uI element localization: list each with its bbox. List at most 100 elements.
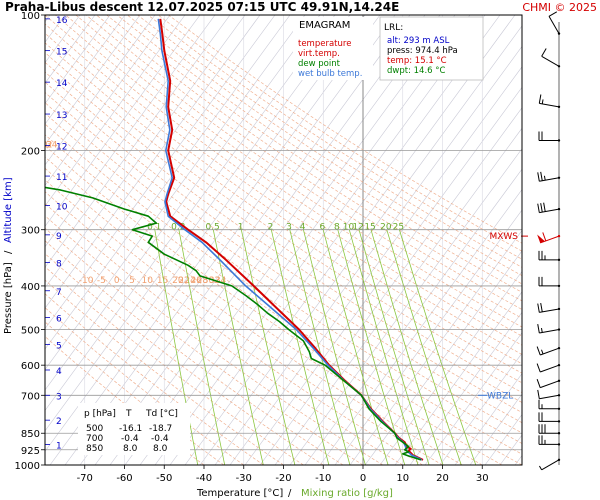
wind-barb-dot (557, 176, 561, 179)
dry-adiabat-label: 26 (190, 276, 202, 286)
lrl-temperature: temp: 15.1 °C (387, 56, 447, 66)
dry-adiabat (45, 156, 483, 465)
plot-frame (44, 14, 523, 466)
x-axis-separator: / (288, 488, 292, 499)
legend-title: EMAGRAM (299, 20, 350, 31)
mixing-ratio-label: 8 (334, 222, 340, 232)
y-axis-separator: / (3, 250, 14, 254)
wind-barb (538, 458, 561, 471)
mixing-ratio-label: 1 (238, 222, 244, 232)
wind-barb-staff (540, 347, 560, 356)
wind-barb-dot (557, 346, 561, 350)
wind-barb-dot (557, 284, 561, 288)
grid-diagonal (45, 15, 216, 248)
dry-adiabat-label: 28 (197, 276, 209, 286)
dry-adiabat (96, 15, 522, 302)
dry-adiabat (45, 23, 522, 355)
wind-barb-feather (536, 379, 541, 388)
dry-adiabat-label: 10 (142, 276, 154, 286)
grid-diagonal (229, 66, 522, 465)
wind-barb (538, 399, 561, 410)
temperature-tick-label: -60 (116, 473, 132, 484)
wind-barb (536, 379, 561, 389)
altitude-tick-label: 8 (56, 260, 62, 270)
lrl-box (379, 16, 484, 81)
altitude-tick-label: 15 (56, 48, 67, 58)
altitude-tick-label: 3 (56, 392, 62, 402)
wind-barb-dot (557, 443, 561, 446)
dry-adiabat-label: -10 (79, 276, 94, 286)
grid-diagonal (334, 209, 522, 465)
wind-barb (537, 202, 561, 214)
dry-adiabat (116, 15, 522, 285)
wind-barb-feather (540, 203, 543, 213)
altitude-tick-label: 7 (56, 288, 62, 298)
dry-adiabat (55, 15, 522, 337)
wind-barb-dot (557, 458, 561, 462)
sounding-profiles (45, 18, 424, 461)
mixing-ratio-line (370, 229, 444, 465)
pressure-tick-label: 500 (21, 326, 40, 337)
mixing-ratio-line (178, 229, 226, 465)
wind-barb-feather (541, 48, 547, 57)
grid-diagonal (45, 15, 261, 309)
wind-barb-dot (557, 105, 561, 109)
altitude-tick-label: 11 (56, 173, 67, 183)
table-header-p: p [hPa] (84, 409, 116, 419)
table-cell: -0.4 (121, 434, 139, 444)
wind-barb-half-feather (541, 349, 544, 355)
x-axis-title-mixing: Mixing ratio [g/kg] (301, 488, 393, 499)
dry-adiabat (45, 32, 522, 365)
dry-adiabat (45, 134, 522, 465)
dry-adiabat (45, 102, 522, 434)
grid-diagonal (244, 86, 522, 465)
wind-barb (538, 94, 561, 109)
lrl-dewpoint: dwpt: 14.6 °C (387, 66, 446, 76)
table-cell: 850 (86, 444, 103, 454)
wind-barb-dot (557, 65, 561, 68)
wind-barb-dot (557, 207, 561, 211)
wind-barb-dot (557, 363, 561, 367)
wind-barb (548, 11, 561, 35)
wind-barb (537, 232, 561, 244)
wind-barbs (536, 11, 561, 471)
wind-barb (538, 276, 561, 288)
pressure-tick-label: 300 (21, 226, 40, 237)
wind-barb-dot (557, 307, 561, 311)
wind-barb-staff (540, 364, 560, 373)
wind-barb-half-feather (541, 99, 544, 104)
dry-adiabat (45, 42, 522, 374)
wind-barb-staff (539, 394, 560, 400)
legend-wet-bulb: wet bulb temp. (298, 69, 362, 79)
temperature-tick-label: 10 (396, 473, 409, 484)
grid-diagonal (45, 15, 126, 125)
mixing-ratio-line (348, 229, 419, 465)
grid-diagonal (154, 15, 486, 465)
wind-barb-dot (557, 32, 561, 35)
grid-diagonal (45, 15, 171, 186)
wind-barb-dot (557, 258, 561, 262)
grid-diagonal (199, 25, 522, 465)
grid-diagonal (79, 15, 411, 465)
legend-dew-point: dew point (298, 59, 341, 69)
wind-barb-dot (557, 420, 561, 423)
grid-diagonal (64, 15, 396, 465)
altitude-tick-label: 16 (56, 16, 68, 26)
mixing-ratio-line (303, 229, 366, 465)
wind-barb-half-feather (543, 175, 546, 181)
dry-adiabat-label: 0 (114, 276, 120, 286)
wind-barb-pennant (537, 234, 545, 243)
mixing-ratio-line (399, 229, 477, 465)
mixing-ratio-label: 15 (364, 222, 375, 232)
wind-barb-dot (557, 407, 561, 410)
wind-barb-dot (557, 394, 561, 397)
wind-barb-feather (536, 363, 541, 373)
altitude-tick-label: 12 (56, 143, 67, 153)
table-cell: 500 (86, 424, 103, 434)
temperature-tick-label: -70 (77, 473, 93, 484)
pressure-tick-label: 600 (21, 361, 40, 372)
dry-adiabat (45, 61, 522, 394)
grid-diagonal (139, 15, 471, 465)
table-header-td: Td [°C] (145, 409, 178, 419)
